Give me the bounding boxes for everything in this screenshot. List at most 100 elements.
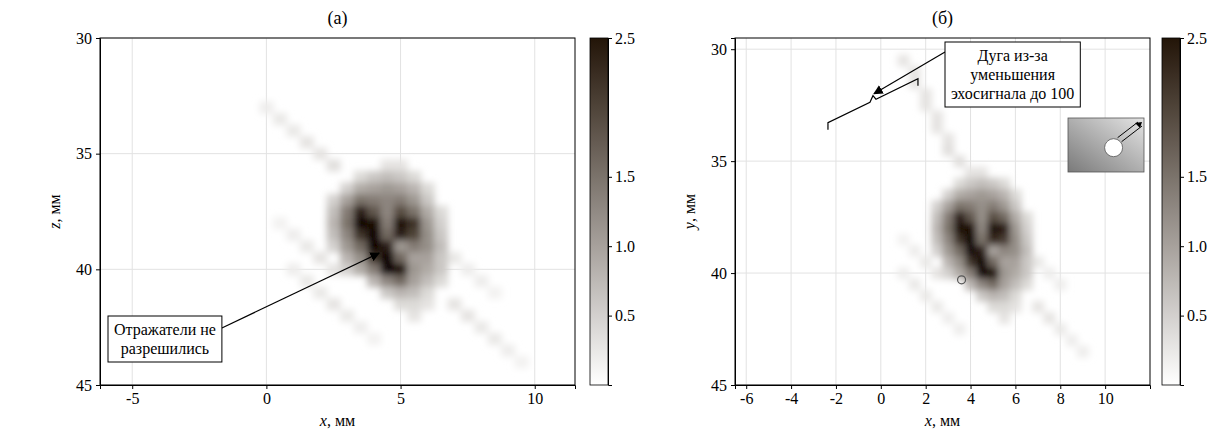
tick-label: -4 <box>785 390 798 407</box>
grid-line <box>1105 38 1106 385</box>
heat-cell <box>954 267 966 279</box>
tick: 45 <box>76 377 100 394</box>
heat-cell <box>421 194 435 206</box>
heat-cell <box>313 287 327 299</box>
tick-mark <box>608 177 612 178</box>
heat-cell <box>421 217 435 229</box>
heat-cell <box>943 200 955 212</box>
heat-cell <box>287 264 301 276</box>
tick-label: 0 <box>263 390 271 407</box>
heat-cell <box>965 234 977 246</box>
heat-cell <box>394 194 408 206</box>
heat-cell <box>421 264 435 276</box>
tick: 40 <box>76 261 100 278</box>
heat-cell <box>367 206 381 218</box>
heat-cell <box>1021 267 1033 279</box>
tick: 10 <box>1098 385 1114 407</box>
heat-cell <box>367 275 381 287</box>
tick-label: 35 <box>711 153 727 170</box>
grid-line <box>100 153 575 154</box>
heat-cell <box>300 136 314 148</box>
tick-label: 40 <box>76 261 92 278</box>
heat-cell <box>461 264 475 276</box>
heat-cell <box>380 159 394 171</box>
heat-cell <box>931 122 943 134</box>
annotation-text: Отражатели неразрешились <box>114 321 216 358</box>
heat-cell <box>434 240 448 252</box>
tick-label: 45 <box>711 377 727 394</box>
heat-cell <box>327 229 341 241</box>
tick: -6 <box>740 385 753 407</box>
heat-cell <box>354 240 368 252</box>
colorbar <box>1162 38 1180 385</box>
tick: 1.0 <box>1180 238 1207 255</box>
heat-cell <box>976 200 988 212</box>
axis-title: x, мм <box>924 412 960 429</box>
heat-cell <box>954 189 966 201</box>
grid-line <box>746 38 747 385</box>
tick-label: 2.5 <box>1187 30 1207 47</box>
heat-cell <box>434 217 448 229</box>
heat-cell <box>327 240 341 252</box>
tick: 40 <box>711 265 735 282</box>
heat-cell <box>367 240 381 252</box>
heat-cell <box>987 279 999 291</box>
tick-label: 2 <box>922 390 930 407</box>
heat-cell <box>394 183 408 195</box>
tick: 0.5 <box>1180 307 1207 324</box>
axis: 30354045 <box>76 30 101 394</box>
heat-cell <box>1021 256 1033 268</box>
heat-cell <box>354 217 368 229</box>
tick-mark <box>96 385 100 386</box>
tick-mark <box>1105 385 1106 389</box>
tick-mark <box>132 385 133 389</box>
tick: 1.0 <box>608 238 635 255</box>
heat-cell <box>965 212 977 224</box>
heat-cell <box>954 234 966 246</box>
heat-cell <box>999 256 1011 268</box>
inset-beam <box>1122 126 1142 142</box>
heat-cell <box>976 234 988 246</box>
heat-cell <box>394 252 408 264</box>
heat-cell <box>943 144 955 156</box>
heat-cell <box>394 275 408 287</box>
heat-cell <box>898 234 910 246</box>
heat-cell <box>1010 234 1022 246</box>
heat-cell <box>987 290 999 302</box>
axis: 0.51.01.52.5 <box>608 30 635 386</box>
tick-label: 45 <box>76 377 92 394</box>
heat-cell <box>394 240 408 252</box>
heat-cell <box>474 321 488 333</box>
heat-cell <box>260 102 274 114</box>
tick-mark <box>731 49 735 50</box>
heat-cell <box>407 310 421 322</box>
heat-cell <box>407 171 421 183</box>
tick-mark <box>836 385 837 389</box>
tick-mark <box>1015 385 1016 389</box>
annotation-box <box>108 316 222 362</box>
heat-cell <box>394 229 408 241</box>
inset-beam <box>1118 122 1138 138</box>
tick-mark <box>791 385 792 389</box>
heat-cell <box>999 312 1011 324</box>
heat-cell <box>407 287 421 299</box>
tick-mark <box>96 269 100 270</box>
tick-mark <box>1060 385 1061 389</box>
tick-label: 1.0 <box>1187 238 1207 255</box>
heat-cell <box>987 178 999 190</box>
tick-mark <box>535 385 536 389</box>
heat-cell <box>394 217 408 229</box>
heat-cell <box>421 183 435 195</box>
heat-cell <box>999 200 1011 212</box>
heat-cell <box>1055 279 1067 291</box>
heat-cell <box>300 240 314 252</box>
heat-cell <box>976 223 988 235</box>
heat-cell <box>943 312 955 324</box>
plot-frame <box>735 38 1150 385</box>
grid-line <box>534 38 535 385</box>
tick-label: 0.5 <box>615 307 635 324</box>
heat-cell <box>920 290 932 302</box>
tick: 0.5 <box>608 307 635 324</box>
heat-cell <box>273 217 287 229</box>
heat-cell <box>1043 312 1055 324</box>
